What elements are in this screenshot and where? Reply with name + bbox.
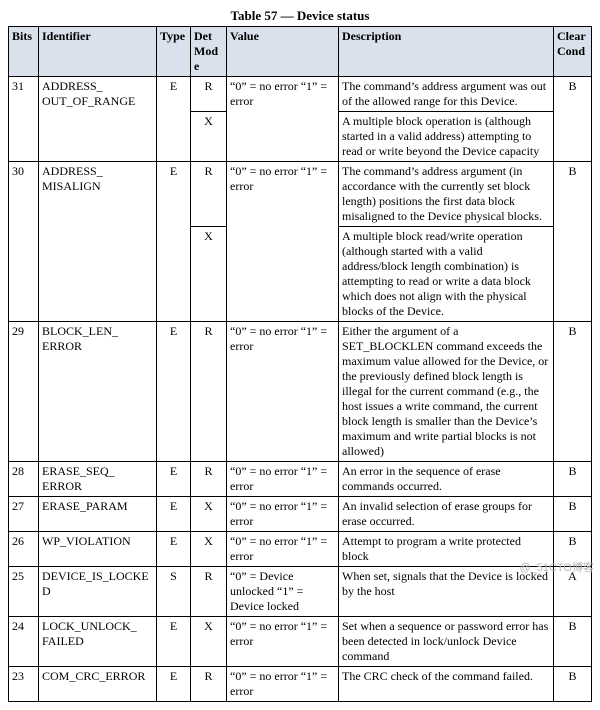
identifier-cell: ERASE_SEQ_ ERROR bbox=[39, 462, 157, 497]
col-description: Description bbox=[339, 27, 554, 77]
description-cell: Either the argument of a SET_BLOCKLEN co… bbox=[339, 322, 554, 462]
description-cell: An error in the sequence of erase comman… bbox=[339, 462, 554, 497]
description-cell: The CRC check of the command failed. bbox=[339, 667, 554, 702]
table-row: 28ERASE_SEQ_ ERRORER“0” = no error “1” =… bbox=[9, 462, 592, 497]
det-mode-cell: X bbox=[191, 227, 227, 322]
description-cell: An invalid selection of erase groups for… bbox=[339, 497, 554, 532]
det-mode-cell: R bbox=[191, 77, 227, 112]
table-row: 24LOCK_UNLOCK_ FAILEDEX“0” = no error “1… bbox=[9, 617, 592, 667]
det-mode-cell: R bbox=[191, 462, 227, 497]
value-cell: “0” = no error “1” = error bbox=[227, 667, 339, 702]
col-type: Type bbox=[157, 27, 191, 77]
identifier-cell: LOCK_UNLOCK_ FAILED bbox=[39, 617, 157, 667]
det-mode-cell: X bbox=[191, 617, 227, 667]
type-cell: E bbox=[157, 667, 191, 702]
det-mode-cell: R bbox=[191, 667, 227, 702]
bits-cell: 27 bbox=[9, 497, 39, 532]
det-mode-cell: X bbox=[191, 497, 227, 532]
value-cell: “0” = no error “1” = error bbox=[227, 162, 339, 322]
col-clear-cond: Clear Cond bbox=[554, 27, 592, 77]
value-cell: “0” = no error “1” = error bbox=[227, 462, 339, 497]
type-cell: S bbox=[157, 567, 191, 617]
value-cell: “0” = Device unlocked “1” = Device locke… bbox=[227, 567, 339, 617]
description-cell: Set when a sequence or password error ha… bbox=[339, 617, 554, 667]
type-cell: E bbox=[157, 462, 191, 497]
bits-cell: 28 bbox=[9, 462, 39, 497]
col-value: Value bbox=[227, 27, 339, 77]
table-row: 26WP_VIOLATIONEX“0” = no error “1” = err… bbox=[9, 532, 592, 567]
identifier-cell: ADDRESS_ MISALIGN bbox=[39, 162, 157, 322]
identifier-cell: ERASE_PARAM bbox=[39, 497, 157, 532]
clear-cond-cell: B bbox=[554, 497, 592, 532]
table-row: 29BLOCK_LEN_ ERRORER“0” = no error “1” =… bbox=[9, 322, 592, 462]
description-cell: A multiple block operation is (although … bbox=[339, 112, 554, 162]
header-row: Bits Identifier Type Det Mode Value Desc… bbox=[9, 27, 592, 77]
bits-cell: 31 bbox=[9, 77, 39, 162]
table-row: 27ERASE_PARAMEX“0” = no error “1” = erro… bbox=[9, 497, 592, 532]
det-mode-cell: X bbox=[191, 112, 227, 162]
bits-cell: 24 bbox=[9, 617, 39, 667]
description-cell: The command’s address argument (in accor… bbox=[339, 162, 554, 227]
bits-cell: 23 bbox=[9, 667, 39, 702]
type-cell: E bbox=[157, 617, 191, 667]
clear-cond-cell: B bbox=[554, 462, 592, 497]
device-status-table: Bits Identifier Type Det Mode Value Desc… bbox=[8, 26, 592, 702]
value-cell: “0” = no error “1” = error bbox=[227, 77, 339, 162]
col-det-mode: Det Mode bbox=[191, 27, 227, 77]
clear-cond-cell: B bbox=[554, 77, 592, 162]
identifier-cell: BLOCK_LEN_ ERROR bbox=[39, 322, 157, 462]
identifier-cell: DEVICE_IS_LOCKED bbox=[39, 567, 157, 617]
table-row: 31ADDRESS_ OUT_OF_RANGEER“0” = no error … bbox=[9, 77, 592, 112]
det-mode-cell: R bbox=[191, 567, 227, 617]
col-identifier: Identifier bbox=[39, 27, 157, 77]
clear-cond-cell: B bbox=[554, 667, 592, 702]
identifier-cell: ADDRESS_ OUT_OF_RANGE bbox=[39, 77, 157, 162]
value-cell: “0” = no error “1” = error bbox=[227, 497, 339, 532]
clear-cond-cell: B bbox=[554, 162, 592, 322]
watermark: @_51CTO博客 bbox=[519, 559, 594, 575]
table-row: 30ADDRESS_ MISALIGNER“0” = no error “1” … bbox=[9, 162, 592, 227]
type-cell: E bbox=[157, 532, 191, 567]
type-cell: E bbox=[157, 162, 191, 322]
clear-cond-cell: B bbox=[554, 322, 592, 462]
bits-cell: 29 bbox=[9, 322, 39, 462]
type-cell: E bbox=[157, 322, 191, 462]
det-mode-cell: X bbox=[191, 532, 227, 567]
table-title: Table 57 — Device status bbox=[8, 8, 592, 24]
bits-cell: 30 bbox=[9, 162, 39, 322]
description-cell: A multiple block read/write operation (a… bbox=[339, 227, 554, 322]
identifier-cell: COM_CRC_ERROR bbox=[39, 667, 157, 702]
type-cell: E bbox=[157, 497, 191, 532]
table-row: 23COM_CRC_ERRORER“0” = no error “1” = er… bbox=[9, 667, 592, 702]
det-mode-cell: R bbox=[191, 322, 227, 462]
col-bits: Bits bbox=[9, 27, 39, 77]
value-cell: “0” = no error “1” = error bbox=[227, 532, 339, 567]
type-cell: E bbox=[157, 77, 191, 162]
value-cell: “0” = no error “1” = error bbox=[227, 322, 339, 462]
table-row: 25DEVICE_IS_LOCKEDSR“0” = Device unlocke… bbox=[9, 567, 592, 617]
clear-cond-cell: B bbox=[554, 617, 592, 667]
bits-cell: 25 bbox=[9, 567, 39, 617]
bits-cell: 26 bbox=[9, 532, 39, 567]
value-cell: “0” = no error “1” = error bbox=[227, 617, 339, 667]
det-mode-cell: R bbox=[191, 162, 227, 227]
description-cell: The command’s address argument was out o… bbox=[339, 77, 554, 112]
identifier-cell: WP_VIOLATION bbox=[39, 532, 157, 567]
